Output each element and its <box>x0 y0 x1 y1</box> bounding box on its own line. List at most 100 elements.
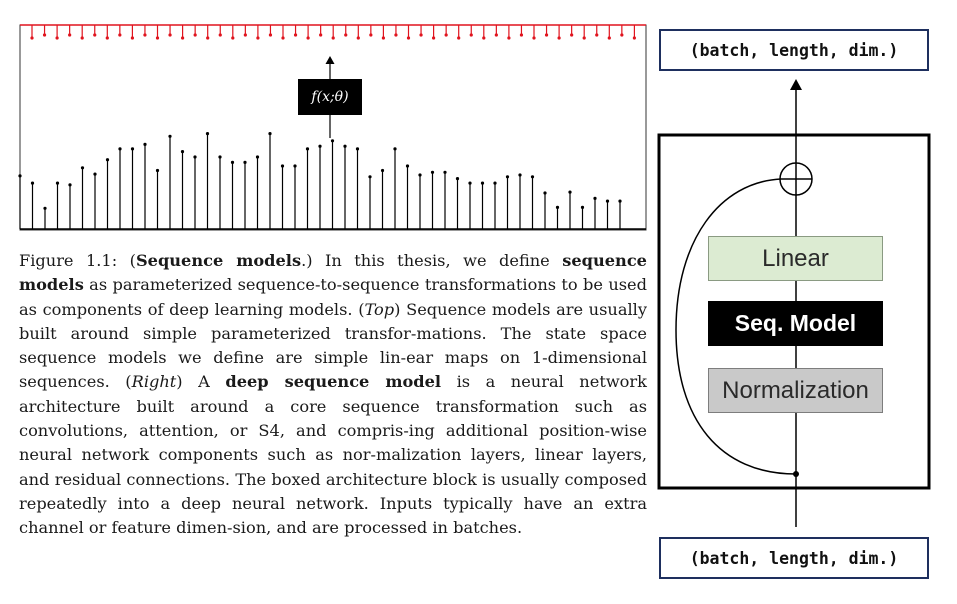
linear-layer: Linear <box>708 236 883 281</box>
output-stem <box>582 25 586 40</box>
output-stem <box>130 25 134 40</box>
output-stem <box>557 25 561 40</box>
output-stem <box>281 25 285 40</box>
input-stem <box>318 144 322 229</box>
output-stem <box>607 25 611 40</box>
input-stem <box>355 147 360 229</box>
figure-caption: Figure 1.1: (Sequence models.) In this t… <box>19 251 647 538</box>
input-shape-text: (batch, length, dim.) <box>689 548 899 568</box>
output-stem <box>444 25 448 37</box>
output-stem <box>30 25 34 40</box>
input-stem <box>43 206 47 229</box>
input-stem <box>93 172 97 229</box>
output-stem <box>432 25 436 40</box>
input-stem <box>80 166 85 229</box>
residual-connection <box>675 178 797 475</box>
caption-text-1: In this thesis, we define <box>325 251 550 270</box>
output-stem <box>570 25 574 37</box>
output-stem <box>620 25 624 37</box>
input-stem <box>468 181 472 229</box>
input-stem <box>180 150 185 229</box>
output-stem <box>482 25 486 40</box>
input-stem <box>618 199 622 229</box>
output-stem <box>206 25 210 40</box>
output-stem <box>243 25 247 37</box>
caption-text-5: is a neural network architecture built a… <box>19 372 647 538</box>
input-stem <box>280 164 285 229</box>
output-stem <box>507 25 511 40</box>
output-stem <box>118 25 122 37</box>
input-stem <box>193 155 197 229</box>
input-shape-box: (batch, length, dim.) <box>659 537 929 579</box>
input-stem <box>543 191 547 229</box>
function-label: f(x;θ) <box>298 79 362 115</box>
input-stem <box>493 181 497 229</box>
seq-model-layer-label: Seq. Model <box>734 310 857 336</box>
output-stem <box>105 25 109 40</box>
output-stem <box>369 25 373 37</box>
normalization-layer-label: Normalization <box>722 376 869 404</box>
input-stem <box>155 168 160 229</box>
caption-text-4: A <box>198 372 210 392</box>
output-stem <box>406 25 411 40</box>
caption-label: Figure 1.1: <box>19 251 118 270</box>
output-stem <box>143 25 147 37</box>
input-stem <box>268 132 272 229</box>
input-stem <box>430 170 435 229</box>
normalization-layer: Normalization <box>708 368 883 413</box>
input-stem <box>418 173 422 229</box>
input-stem <box>580 205 585 229</box>
output-stem <box>519 25 524 37</box>
output-stem <box>155 25 160 40</box>
output-shape-box: (batch, length, dim.) <box>659 29 929 71</box>
input-stem <box>343 144 347 229</box>
output-stem <box>469 25 473 37</box>
input-stem <box>380 168 385 229</box>
input-stem <box>405 164 410 229</box>
input-stem <box>305 147 310 229</box>
input-stem <box>105 158 110 229</box>
output-stem <box>306 25 310 40</box>
input-stem <box>568 190 572 229</box>
output-stem <box>68 25 72 37</box>
input-stem <box>555 205 560 229</box>
output-shape-text: (batch, length, dim.) <box>689 40 899 60</box>
output-stem <box>344 25 348 37</box>
output-stem <box>268 25 273 37</box>
input-stem <box>443 170 447 229</box>
output-stem <box>181 25 185 40</box>
caption-text-3: Sequence models are usually built around… <box>19 299 647 392</box>
caption-right-ref: Right <box>131 372 177 392</box>
architecture-block-frame <box>657 133 931 490</box>
output-stem <box>419 25 423 37</box>
input-stem <box>143 142 147 229</box>
input-stem <box>55 181 60 229</box>
output-arrow-head <box>790 79 802 90</box>
input-stem <box>593 196 597 229</box>
output-stem <box>42 25 47 37</box>
input-stem <box>243 160 247 229</box>
linear-layer-label: Linear <box>762 244 829 272</box>
input-stem <box>205 132 210 229</box>
input-stem <box>393 147 397 229</box>
input-stem <box>455 177 460 229</box>
output-stem <box>381 25 385 40</box>
output-stem <box>632 25 637 40</box>
output-stem <box>494 25 498 37</box>
input-stem <box>18 174 22 229</box>
output-stem <box>55 25 59 40</box>
output-stem <box>193 25 197 37</box>
output-stem <box>80 25 84 40</box>
input-stem <box>293 164 297 229</box>
input-stem <box>218 155 222 229</box>
output-stem <box>231 25 235 40</box>
output-stem <box>93 25 97 37</box>
output-stem <box>168 25 172 37</box>
output-stem <box>256 25 260 40</box>
input-stem <box>505 175 510 229</box>
caption-bold-deep-sequence-model: deep sequence model <box>225 372 442 392</box>
output-stem <box>595 25 599 37</box>
input-stem <box>605 199 610 229</box>
input-stem <box>68 183 72 229</box>
